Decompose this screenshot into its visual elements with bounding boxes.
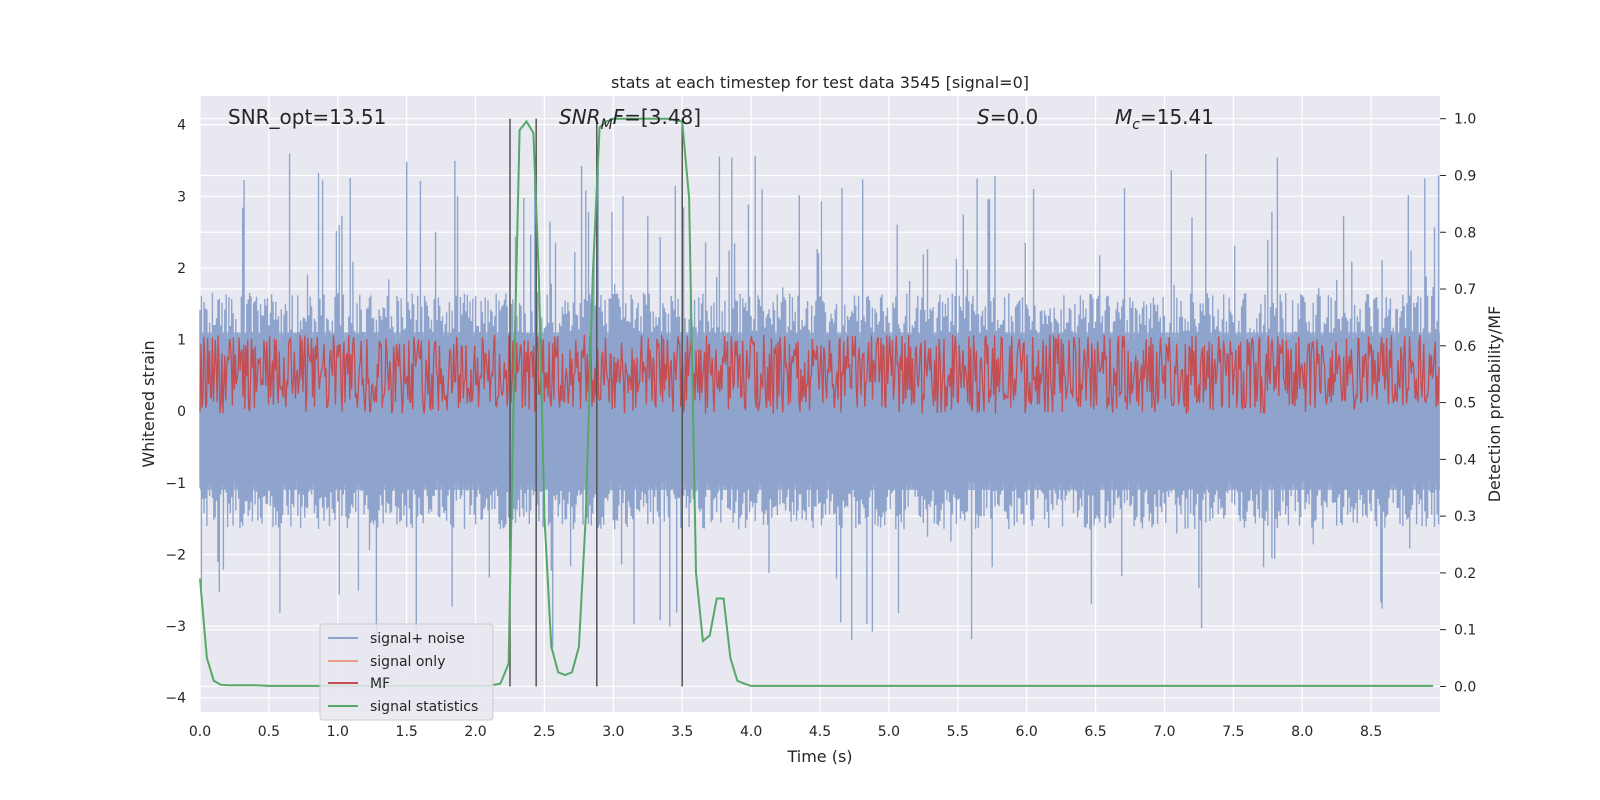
snr-mf-symbol: SNR xyxy=(559,105,601,129)
y-right-tick-label: 0.9 xyxy=(1454,168,1476,184)
x-tick-label: 8.0 xyxy=(1291,724,1313,740)
y-right-tick-label: 0.4 xyxy=(1454,452,1476,468)
x-tick-label: 0.0 xyxy=(189,724,211,740)
y-left-tick-label: −2 xyxy=(165,547,186,563)
legend-label-signal-noise: signal+ noise xyxy=(370,631,465,647)
legend-label-signal-only: signal only xyxy=(370,654,445,670)
x-tick-label: 4.0 xyxy=(740,724,762,740)
snr-mf-value: =[3.48] xyxy=(624,105,701,129)
chart-title: stats at each timestep for test data 354… xyxy=(611,73,1029,92)
x-tick-label: 7.5 xyxy=(1222,724,1244,740)
y-right-tick-label: 0.0 xyxy=(1454,679,1476,695)
x-tick-label: 5.0 xyxy=(878,724,900,740)
y-left-tick-label: −3 xyxy=(165,619,186,635)
x-tick-labels: 0.0 0.5 1.0 1.5 2.0 2.5 3.0 3.5 4.0 4.5 5.0 5.5 6.0 6… xyxy=(189,724,1382,740)
snr-mf-symbol-2: F xyxy=(613,105,625,129)
x-tick-label: 1.5 xyxy=(396,724,418,740)
mc-symbol: M xyxy=(1115,105,1132,129)
x-tick-label: 3.5 xyxy=(671,724,693,740)
x-tick-label: 6.0 xyxy=(1016,724,1038,740)
signal-statistics-series xyxy=(199,117,1434,687)
legend-box xyxy=(319,623,494,721)
y-left-tick-label: 1 xyxy=(177,333,186,349)
y-left-tick-label: 0 xyxy=(177,404,186,420)
x-axis-label: Time (s) xyxy=(786,747,852,766)
y-right-tick-label: 0.3 xyxy=(1454,509,1476,525)
mf-path xyxy=(199,334,1440,414)
y-left-tick-label: 4 xyxy=(177,118,186,134)
y-right-tick-label: 0.5 xyxy=(1454,396,1476,412)
y-right-tick-label: 0.1 xyxy=(1454,623,1476,639)
y-right-tick-label: 0.2 xyxy=(1454,566,1476,582)
y-left-tick-label: 3 xyxy=(177,189,186,205)
s-symbol: S xyxy=(977,105,990,129)
mc-subscript: c xyxy=(1132,117,1140,133)
x-tick-label: 4.5 xyxy=(809,724,831,740)
x-tick-label: 8.5 xyxy=(1360,724,1382,740)
y-right-tick-label: 1.0 xyxy=(1454,112,1476,128)
y-axis-right-label: Detection probability/MF xyxy=(1485,306,1504,503)
mc-value: =15.41 xyxy=(1140,105,1214,129)
annotation-mc: Mc=15.41 xyxy=(1115,105,1214,133)
legend: signal+ noise signal only MF signal stat… xyxy=(319,623,494,721)
legend-label-mf: MF xyxy=(370,676,390,692)
x-tick-label: 3.0 xyxy=(602,724,624,740)
y-left-tick-label: −4 xyxy=(165,691,186,707)
legend-label-signal-statistics: signal statistics xyxy=(370,699,478,715)
x-tick-label: 6.5 xyxy=(1084,724,1106,740)
snr-mf-subscript: M xyxy=(601,117,613,133)
x-tick-label: 5.5 xyxy=(947,724,969,740)
annotation-snr-opt: SNR_opt=13.51 xyxy=(228,105,386,129)
annotation-snr-mf: SNRMF=[3.48] xyxy=(559,105,701,133)
annotation-s: S=0.0 xyxy=(977,105,1038,129)
x-tick-label: 2.0 xyxy=(464,724,486,740)
y-right-tick-labels: 0.0 0.1 0.2 0.3 0.4 0.5 0.6 0.7 0.8 0.9 1.0 xyxy=(1440,112,1476,695)
y-right-tick-label: 0.6 xyxy=(1454,339,1476,355)
y-right-tick-label: 0.7 xyxy=(1454,282,1476,298)
x-tick-label: 2.5 xyxy=(533,724,555,740)
y-axis-left-label: Whitened strain xyxy=(139,340,158,467)
signal-statistics-path xyxy=(199,117,1434,687)
y-right-tick-label: 0.8 xyxy=(1454,225,1476,241)
y-left-tick-label: 2 xyxy=(177,261,186,277)
x-tick-label: 7.0 xyxy=(1153,724,1175,740)
y-left-tick-label: −1 xyxy=(165,476,186,492)
x-tick-label: 1.0 xyxy=(327,724,349,740)
y-left-tick-labels: −4 −3 −2 −1 0 1 2 3 4 xyxy=(165,118,186,707)
s-value: =0.0 xyxy=(990,105,1039,129)
mf-series xyxy=(199,334,1440,414)
x-tick-label: 0.5 xyxy=(258,724,280,740)
